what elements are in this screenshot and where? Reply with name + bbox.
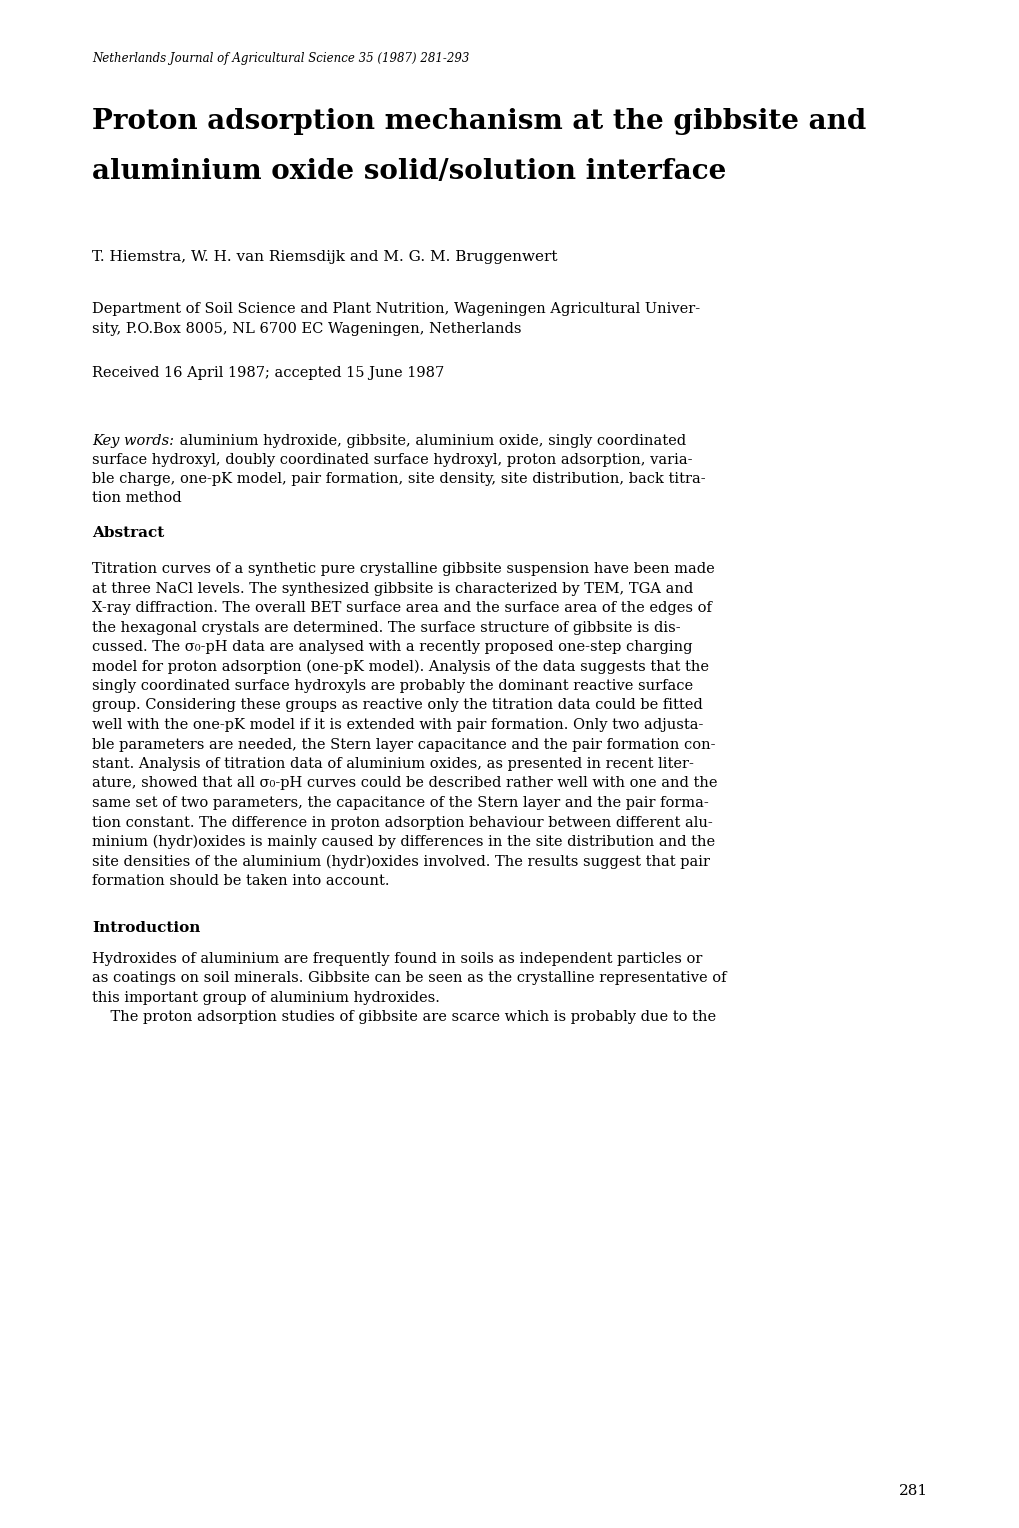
Text: same set of two parameters, the capacitance of the Stern layer and the pair form: same set of two parameters, the capacita… — [92, 796, 708, 810]
Text: aluminium hydroxide, gibbsite, aluminium oxide, singly coordinated: aluminium hydroxide, gibbsite, aluminium… — [175, 434, 686, 448]
Text: stant. Analysis of titration data of aluminium oxides, as presented in recent li: stant. Analysis of titration data of alu… — [92, 756, 693, 772]
Text: ature, showed that all σ₀-pH curves could be described rather well with one and : ature, showed that all σ₀-pH curves coul… — [92, 776, 716, 790]
Text: Department of Soil Science and Plant Nutrition, Wageningen Agricultural Univer-: Department of Soil Science and Plant Nut… — [92, 303, 699, 316]
Text: Received 16 April 1987; accepted 15 June 1987: Received 16 April 1987; accepted 15 June… — [92, 367, 443, 380]
Text: the hexagonal crystals are determined. The surface structure of gibbsite is dis-: the hexagonal crystals are determined. T… — [92, 620, 680, 634]
Text: The proton adsorption studies of gibbsite are scarce which is probably due to th: The proton adsorption studies of gibbsit… — [92, 1010, 715, 1024]
Text: X-ray diffraction. The overall BET surface area and the surface area of the edge: X-ray diffraction. The overall BET surfa… — [92, 601, 711, 614]
Text: cussed. The σ₀-pH data are analysed with a recently proposed one-step charging: cussed. The σ₀-pH data are analysed with… — [92, 640, 692, 654]
Text: as coatings on soil minerals. Gibbsite can be seen as the crystalline representa: as coatings on soil minerals. Gibbsite c… — [92, 970, 726, 986]
Text: Titration curves of a synthetic pure crystalline gibbsite suspension have been m: Titration curves of a synthetic pure cry… — [92, 562, 714, 576]
Text: group. Considering these groups as reactive only the titration data could be fit: group. Considering these groups as react… — [92, 698, 702, 712]
Text: Netherlands Journal of Agricultural Science 35 (1987) 281-293: Netherlands Journal of Agricultural Scie… — [92, 52, 469, 66]
Text: minium (hydr)oxides is mainly caused by differences in the site distribution and: minium (hydr)oxides is mainly caused by … — [92, 834, 714, 850]
Text: tion constant. The difference in proton adsorption behaviour between different a: tion constant. The difference in proton … — [92, 816, 712, 830]
Text: singly coordinated surface hydroxyls are probably the dominant reactive surface: singly coordinated surface hydroxyls are… — [92, 678, 692, 694]
Text: Proton adsorption mechanism at the gibbsite and: Proton adsorption mechanism at the gibbs… — [92, 108, 865, 134]
Text: model for proton adsorption (one-pK model). Analysis of the data suggests that t: model for proton adsorption (one-pK mode… — [92, 660, 708, 674]
Text: surface hydroxyl, doubly coordinated surface hydroxyl, proton adsorption, varia-: surface hydroxyl, doubly coordinated sur… — [92, 452, 692, 468]
Text: formation should be taken into account.: formation should be taken into account. — [92, 874, 389, 888]
Text: sity, P.O.Box 8005, NL 6700 EC Wageningen, Netherlands: sity, P.O.Box 8005, NL 6700 EC Wageninge… — [92, 322, 521, 336]
Text: ble parameters are needed, the Stern layer capacitance and the pair formation co: ble parameters are needed, the Stern lay… — [92, 738, 714, 752]
Text: tion method: tion method — [92, 490, 181, 504]
Text: well with the one-pK model if it is extended with pair formation. Only two adjus: well with the one-pK model if it is exte… — [92, 718, 702, 732]
Text: site densities of the aluminium (hydr)oxides involved. The results suggest that : site densities of the aluminium (hydr)ox… — [92, 854, 709, 869]
Text: aluminium oxide solid/solution interface: aluminium oxide solid/solution interface — [92, 157, 726, 185]
Text: Abstract: Abstract — [92, 526, 164, 539]
Text: ble charge, one-pK model, pair formation, site density, site distribution, back : ble charge, one-pK model, pair formation… — [92, 472, 705, 486]
Text: Key words:: Key words: — [92, 434, 173, 448]
Text: this important group of aluminium hydroxides.: this important group of aluminium hydrox… — [92, 990, 439, 1004]
Text: Introduction: Introduction — [92, 921, 200, 935]
Text: 281: 281 — [898, 1484, 927, 1497]
Text: at three NaCl levels. The synthesized gibbsite is characterized by TEM, TGA and: at three NaCl levels. The synthesized gi… — [92, 582, 692, 596]
Text: Hydroxides of aluminium are frequently found in soils as independent particles o: Hydroxides of aluminium are frequently f… — [92, 952, 701, 966]
Text: T. Hiemstra, W. H. van Riemsdijk and M. G. M. Bruggenwert: T. Hiemstra, W. H. van Riemsdijk and M. … — [92, 251, 556, 264]
